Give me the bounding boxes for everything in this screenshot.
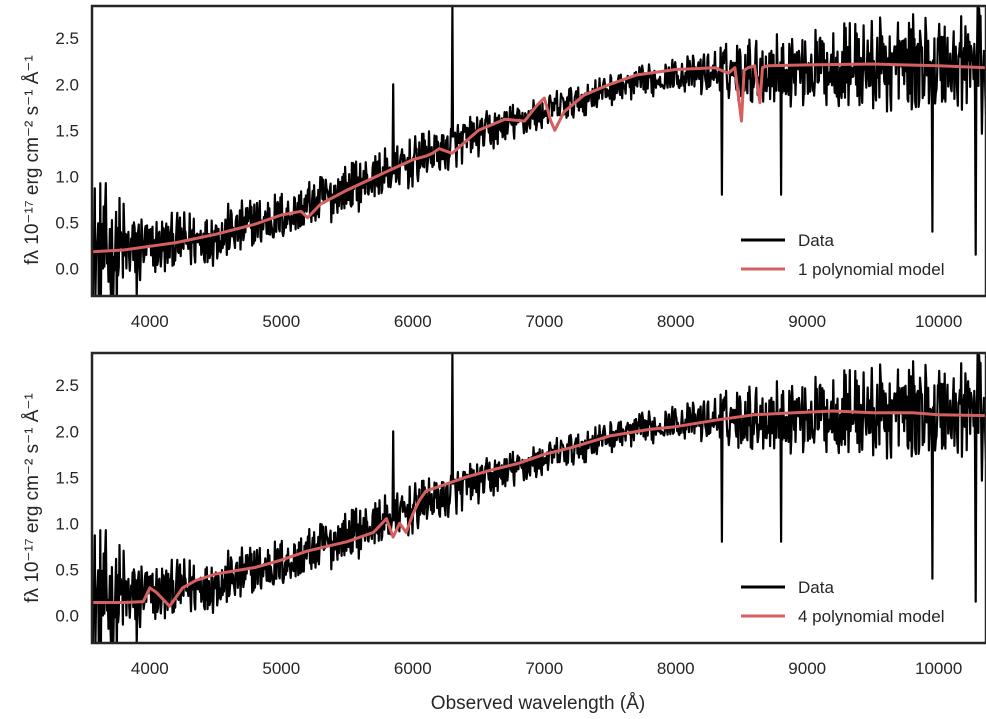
legend-label-data: Data	[798, 231, 834, 250]
y-tick-label: 0.0	[55, 259, 79, 278]
x-tick-label: 6000	[394, 312, 432, 331]
y-tick-label: 2.0	[55, 422, 79, 441]
y-tick-label: 2.5	[55, 29, 79, 48]
x-tick-label: 4000	[131, 659, 169, 678]
bottom-panel: 4000 5000 6000 7000 8000 9000 10000 0.0 0.5 1.0 1.…	[55, 351, 986, 678]
x-axis-label: Observed wavelength (Å)	[431, 693, 645, 714]
legend-label-data: Data	[798, 578, 834, 597]
y-tick-label: 2.0	[55, 75, 79, 94]
x-tick-label: 8000	[657, 312, 695, 331]
x-tick-label: 9000	[788, 659, 826, 678]
x-tick-label: 5000	[262, 659, 300, 678]
y-tick-label: 1.5	[55, 121, 79, 140]
axes-frame	[90, 351, 986, 645]
y-tick-label: 1.5	[55, 468, 79, 487]
y-axis-label-bottom: fλ 10⁻¹⁷ erg cm⁻² s⁻¹ Å⁻¹	[22, 393, 43, 603]
legend: Data 1 polynomial model	[741, 231, 944, 279]
plot-area	[92, 6, 986, 296]
x-tick-label: 7000	[525, 312, 563, 331]
y-tick-label: 1.0	[55, 167, 79, 186]
svg-text:fλ 10⁻¹⁷ erg cm⁻² s⁻¹ Å⁻¹: fλ 10⁻¹⁷ erg cm⁻² s⁻¹ Å⁻¹	[22, 393, 43, 603]
x-tick-label: 6000	[394, 659, 432, 678]
y-tick-label: 0.0	[55, 606, 79, 625]
y-tick-label: 1.0	[55, 514, 79, 533]
svg-text:fλ 10⁻¹⁷ erg cm⁻² s⁻¹ Å⁻¹: fλ 10⁻¹⁷ erg cm⁻² s⁻¹ Å⁻¹	[22, 55, 43, 265]
model-series-line	[92, 62, 986, 254]
x-tick-label: 7000	[525, 659, 563, 678]
y-tick-label: 0.5	[55, 213, 79, 232]
x-tick-label: 10000	[915, 659, 962, 678]
x-tick-label: 10000	[915, 312, 962, 331]
x-tick-label: 5000	[262, 312, 300, 331]
x-tick-label: 4000	[131, 312, 169, 331]
y-tick-label: 0.5	[55, 560, 79, 579]
plot-area	[92, 353, 986, 643]
legend: Data 4 polynomial model	[741, 578, 944, 626]
data-series-line	[92, 6, 986, 296]
axes-frame	[90, 4, 986, 298]
legend-label-model: 1 polynomial model	[798, 260, 944, 279]
legend-label-model: 4 polynomial model	[798, 607, 944, 626]
top-panel: 4000 5000 6000 7000 8000 9000 10000 0.0 0.5 1.0 1.…	[55, 4, 986, 331]
model-series-line	[92, 409, 986, 608]
x-tick-label: 8000	[657, 659, 695, 678]
y-tick-label: 2.5	[55, 376, 79, 395]
data-series-line	[92, 353, 986, 643]
x-tick-label: 9000	[788, 312, 826, 331]
y-axis-label-top: fλ 10⁻¹⁷ erg cm⁻² s⁻¹ Å⁻¹	[22, 55, 43, 265]
